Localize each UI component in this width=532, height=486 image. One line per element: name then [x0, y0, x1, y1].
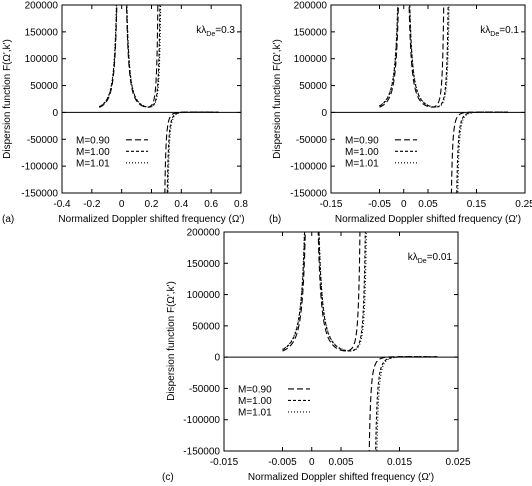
y-tick-label: 200000 — [25, 1, 59, 12]
x-tick-label: -0.015 — [210, 457, 239, 468]
series-line-1.00 — [318, 232, 366, 352]
x-tick-label: 0.15 — [467, 199, 487, 210]
series-line-1.00 — [409, 5, 449, 108]
series-line-1.00 — [166, 111, 219, 193]
series-line-1.01 — [376, 356, 438, 451]
y-tick-label: -100000 — [21, 162, 58, 173]
legend-label: M=1.00 — [238, 396, 272, 407]
x-tick-label: 0.05 — [418, 199, 438, 210]
x-tick-label: -0.15 — [320, 199, 343, 210]
legend-label: M=1.01 — [345, 158, 379, 169]
y-tick-label: -100000 — [183, 415, 220, 426]
x-tick-label: 0.25 — [515, 199, 532, 210]
legend-label: M=0.90 — [238, 384, 272, 395]
x-tick-label: 0.005 — [328, 457, 353, 468]
y-tick-label: -50000 — [189, 384, 221, 395]
x-tick-label: 0.8 — [234, 199, 248, 210]
series-line-1.01 — [318, 232, 367, 352]
y-axis-label: Dispersion function F(Ω',k') — [272, 39, 283, 159]
series-line-1.00 — [379, 5, 399, 107]
series-line-1.00 — [375, 356, 438, 451]
legend-label: M=1.01 — [238, 407, 272, 418]
x-tick-label: -0.2 — [83, 199, 101, 210]
k-lambda-annotation: kλDe=0.1 — [480, 25, 519, 38]
series-line-0.90 — [368, 356, 438, 451]
y-axis-label: Dispersion function F(Ω',k') — [2, 39, 13, 159]
chart-panel-3: 200000 150000 100000 50000 0 -50000 -100000 -15… — [162, 228, 471, 484]
series-line-0.90 — [450, 111, 509, 193]
x-tick-label: -0.4 — [53, 199, 71, 210]
y-tick-label: 0 — [214, 353, 220, 364]
y-tick-label: -150000 — [183, 447, 220, 458]
x-axis-label: Normalized Doppler shifted frequency (Ω'… — [58, 214, 244, 225]
y-tick-label: -100000 — [290, 162, 327, 173]
x-tick-label: 0.025 — [445, 457, 470, 468]
panel-label: (c) — [162, 472, 174, 483]
k-lambda-annotation: kλDe=0.01 — [408, 252, 453, 265]
x-axis-label: Normalized Doppler shifted frequency (Ω'… — [335, 214, 521, 225]
chart-panel-2: 200000 150000 100000 50000 0 -50000 -100000 -15… — [269, 1, 532, 226]
x-tick-label: 0.4 — [174, 199, 188, 210]
x-tick-label: 0.015 — [387, 457, 412, 468]
series-line-1.00 — [98, 5, 118, 108]
x-tick-label: 0 — [309, 457, 315, 468]
y-tick-label: -50000 — [296, 135, 328, 146]
panel-label: (a) — [2, 214, 14, 225]
series-line-0.90 — [125, 5, 159, 108]
x-tick-label: -0.005 — [268, 457, 297, 468]
y-tick-label: 50000 — [299, 81, 327, 92]
y-tick-label: 50000 — [192, 321, 220, 332]
series-line-0.90 — [164, 111, 219, 193]
series-line-1.01 — [282, 232, 305, 350]
series-line-0.90 — [379, 5, 399, 108]
series-line-1.00 — [456, 111, 509, 193]
chart-panel-1: 200000 150000 100000 50000 0 -50000 -100000 -15… — [2, 1, 248, 226]
series-line-1.01 — [126, 5, 162, 108]
y-tick-label: 50000 — [30, 81, 58, 92]
k-lambda-annotation: kλDe=0.3 — [196, 25, 235, 38]
x-tick-label: 0.6 — [204, 199, 218, 210]
legend-label: M=1.00 — [76, 147, 110, 158]
y-tick-label: -150000 — [290, 189, 327, 200]
panel-label: (b) — [269, 214, 281, 225]
y-tick-label: 150000 — [294, 27, 328, 38]
series-line-1.00 — [282, 232, 306, 351]
y-tick-label: 0 — [52, 108, 58, 119]
y-tick-label: 150000 — [25, 27, 59, 38]
x-tick-label: 0.2 — [145, 199, 159, 210]
y-tick-label: 100000 — [187, 290, 221, 301]
series-line-0.90 — [99, 5, 118, 108]
y-tick-label: 100000 — [294, 54, 328, 65]
y-tick-label: 100000 — [25, 54, 59, 65]
y-tick-label: 0 — [321, 108, 327, 119]
series-line-1.00 — [126, 5, 161, 108]
series-line-0.90 — [282, 232, 306, 352]
y-tick-label: 200000 — [294, 1, 328, 12]
legend-label: M=0.90 — [76, 135, 110, 146]
x-tick-label: 0 — [119, 199, 125, 210]
y-tick-label: -150000 — [21, 189, 58, 200]
y-axis-label: Dispersion function F(Ω',k') — [166, 281, 177, 401]
y-tick-label: -50000 — [27, 135, 59, 146]
y-tick-label: 200000 — [187, 228, 221, 239]
series-line-1.01 — [167, 111, 219, 193]
series-line-0.90 — [408, 5, 445, 108]
x-tick-label: 0 — [401, 199, 407, 210]
x-tick-label: -0.05 — [368, 199, 391, 210]
series-line-1.01 — [379, 5, 399, 107]
series-line-0.90 — [317, 232, 361, 352]
legend-label: M=1.01 — [76, 158, 110, 169]
series-line-1.01 — [409, 5, 450, 108]
x-axis-label: Normalized Doppler shifted frequency (Ω'… — [248, 472, 434, 483]
series-line-1.01 — [457, 111, 509, 193]
legend-label: M=0.90 — [345, 135, 379, 146]
y-tick-label: 150000 — [187, 259, 221, 270]
legend-label: M=1.00 — [345, 147, 379, 158]
